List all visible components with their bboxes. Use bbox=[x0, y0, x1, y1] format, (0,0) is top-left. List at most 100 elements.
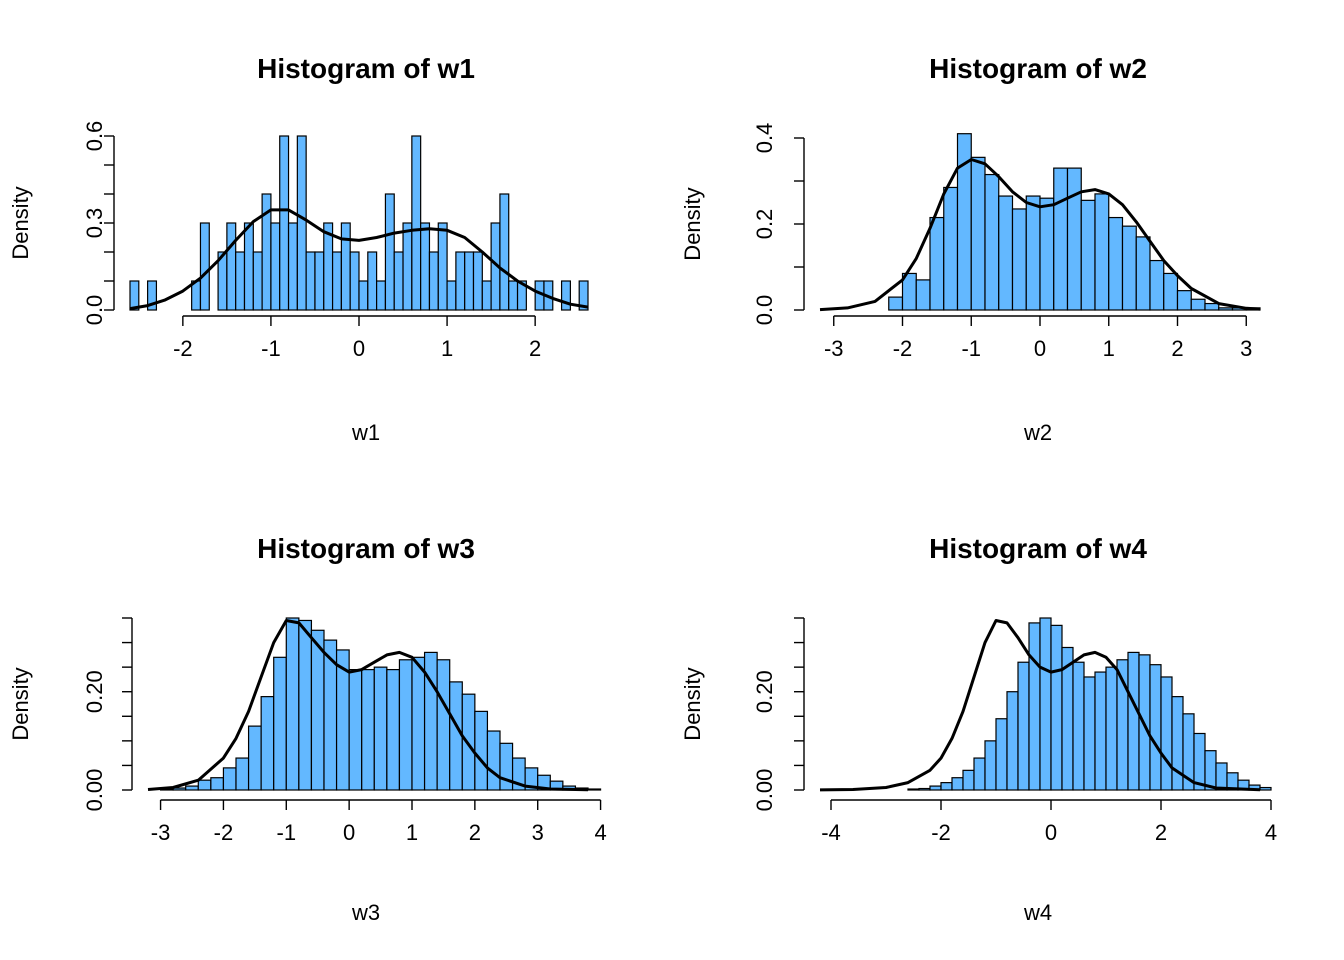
histogram-bar bbox=[474, 710, 489, 791]
x-tick-label: -2 bbox=[931, 820, 951, 845]
histogram-bar bbox=[260, 696, 275, 791]
y-axis-label: Density bbox=[680, 187, 705, 260]
x-tick-label: -2 bbox=[173, 336, 193, 361]
chart-title: Histogram of w4 bbox=[929, 533, 1147, 564]
x-tick-label: 1 bbox=[1103, 336, 1115, 361]
x-tick-label: -3 bbox=[824, 336, 844, 361]
y-tick-label: 0.2 bbox=[752, 209, 777, 240]
histogram-bar bbox=[349, 251, 360, 311]
histogram-bar bbox=[367, 251, 378, 311]
histogram-bar bbox=[243, 222, 254, 311]
y-tick-label: 0.3 bbox=[82, 208, 107, 239]
histogram-bar bbox=[995, 718, 1008, 791]
histogram-panel-w1: Histogram of w1 -2 -1 0 1 2 0.0 0.3 0.6 w1 Density bbox=[8, 53, 589, 445]
histogram-bar bbox=[287, 222, 298, 311]
x-tick-label: 0 bbox=[1045, 820, 1057, 845]
histogram-bar bbox=[296, 135, 307, 311]
histogram-bar bbox=[226, 222, 237, 311]
histogram-bar bbox=[1163, 272, 1179, 311]
y-tick-label: 0.4 bbox=[752, 123, 777, 154]
histogram-bar bbox=[147, 280, 158, 311]
histogram-bar bbox=[449, 681, 463, 791]
histogram-bar bbox=[464, 251, 475, 311]
histogram-bar bbox=[1121, 225, 1137, 311]
x-tick-label: 1 bbox=[406, 820, 418, 845]
y-tick-label: 0.0 bbox=[752, 295, 777, 326]
histogram-panel-w4: Histogram of w4 -4 -2 0 2 4 0.00 0.20 w4 Density bbox=[680, 533, 1277, 925]
x-tick-label: -4 bbox=[821, 820, 841, 845]
density-curve bbox=[819, 619, 1261, 792]
histogram-bar bbox=[1218, 307, 1234, 311]
y-tick-label: 0.0 bbox=[82, 295, 107, 326]
histogram-bar bbox=[929, 216, 945, 311]
x-axis: -3 -2 -1 0 1 2 3 bbox=[824, 315, 1252, 361]
histogram-panel-w2: Histogram of w2 -3 -2 -1 0 1 2 3 0.0 0.2 0.4 w2 Dens… bbox=[680, 53, 1261, 445]
histogram-bar bbox=[1011, 208, 1027, 311]
histogram-bar bbox=[1006, 691, 1019, 791]
y-axis-label: Density bbox=[8, 186, 33, 259]
histogram-bar bbox=[285, 617, 300, 791]
y-tick-label: 0.20 bbox=[82, 670, 107, 713]
x-axis: -3 -2 -1 0 1 2 3 4 bbox=[151, 799, 607, 845]
histogram-bar bbox=[1028, 622, 1041, 791]
x-tick-label: 2 bbox=[1171, 336, 1183, 361]
x-axis-label: w4 bbox=[1023, 900, 1052, 925]
histogram-bar bbox=[129, 280, 140, 311]
y-axis: 0.00 0.20 bbox=[82, 617, 133, 812]
histogram-bar bbox=[1204, 750, 1217, 791]
histogram-bar bbox=[1083, 676, 1096, 791]
x-tick-label: 0 bbox=[1034, 336, 1046, 361]
histogram-bar bbox=[1105, 666, 1118, 791]
histogram-bar bbox=[1066, 167, 1082, 311]
x-tick-label: -2 bbox=[893, 336, 913, 361]
histogram-bar bbox=[402, 222, 413, 311]
histogram-bar bbox=[508, 280, 519, 311]
histogram-bar bbox=[235, 251, 246, 311]
histogram-bar bbox=[222, 767, 237, 791]
histogram-bar bbox=[970, 156, 986, 311]
histogram-bar bbox=[310, 629, 325, 791]
histogram-bar bbox=[298, 619, 313, 791]
x-tick-label: -3 bbox=[151, 820, 171, 845]
density-curve bbox=[129, 208, 589, 311]
histogram-bar bbox=[273, 656, 287, 791]
histogram-bar bbox=[888, 296, 904, 311]
histogram-bar bbox=[420, 222, 431, 311]
histogram-bar bbox=[384, 193, 395, 311]
x-axis: -4 -2 0 2 4 bbox=[821, 799, 1277, 845]
x-tick-label: 4 bbox=[594, 820, 606, 845]
x-tick-label: 0 bbox=[353, 336, 365, 361]
histogram-bar bbox=[1039, 197, 1055, 311]
histogram-bar bbox=[1050, 624, 1063, 791]
density-curve bbox=[819, 158, 1261, 312]
histogram-bar bbox=[1176, 290, 1192, 311]
histogram-bar bbox=[331, 251, 342, 311]
y-tick-label: 0.00 bbox=[82, 769, 107, 812]
histogram-bars bbox=[159, 617, 602, 791]
histogram-bar bbox=[1025, 195, 1041, 311]
histogram-bar bbox=[428, 251, 439, 311]
histogram-bar bbox=[1017, 661, 1030, 791]
y-tick-label: 0.20 bbox=[752, 670, 777, 713]
histogram-bar bbox=[918, 787, 931, 791]
histogram-bar bbox=[279, 135, 290, 311]
x-tick-label: 4 bbox=[1265, 820, 1277, 845]
histogram-bar bbox=[907, 788, 920, 791]
y-axis-label: Density bbox=[680, 667, 705, 740]
x-tick-label: 3 bbox=[532, 820, 544, 845]
histogram-bar bbox=[197, 779, 212, 791]
histogram-bar bbox=[578, 280, 589, 311]
histogram-bar bbox=[436, 659, 451, 791]
histogram-bar bbox=[446, 280, 457, 311]
x-tick-label: 2 bbox=[529, 336, 541, 361]
chart-title: Histogram of w1 bbox=[257, 53, 475, 84]
histogram-panel-w3: Histogram of w3 -3 -2 -1 0 1 2 3 4 0.00 0.20 w3 Dens… bbox=[8, 533, 607, 925]
histogram-bar bbox=[1204, 302, 1220, 311]
histogram-bar bbox=[499, 742, 514, 791]
x-tick-label: -1 bbox=[261, 336, 281, 361]
histogram-bar bbox=[247, 725, 262, 791]
x-tick-label: -2 bbox=[214, 820, 234, 845]
histogram-bar bbox=[486, 730, 501, 791]
